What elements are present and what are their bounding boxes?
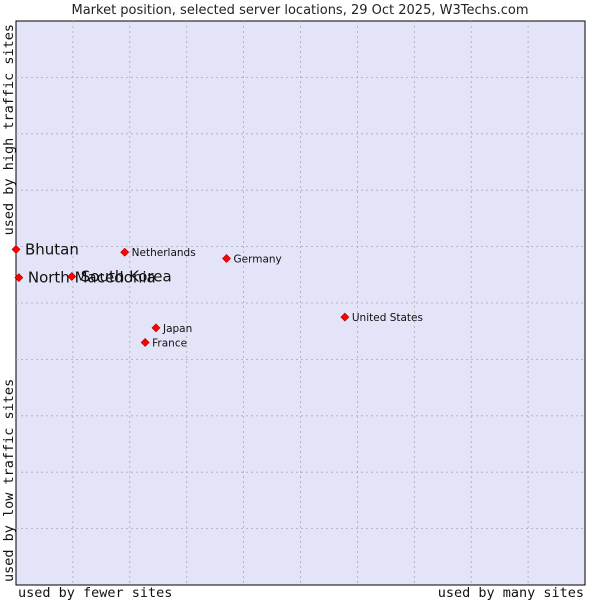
point-label-bhutan: Bhutan [25, 240, 79, 258]
point-label-germany: Germany [234, 253, 282, 265]
x-axis-label-left: used by fewer sites [18, 585, 172, 600]
point-label-united-states: United States [352, 312, 423, 324]
point-label-netherlands: Netherlands [132, 247, 196, 259]
grid-lines [16, 21, 585, 585]
point-france [140, 338, 150, 347]
point-north-macedonia [14, 273, 24, 283]
point-south-korea [67, 272, 77, 281]
chart-title: Market position, selected server locatio… [71, 3, 528, 18]
point-bhutan [11, 244, 21, 254]
point-label-south-korea: South Korea [81, 267, 172, 285]
point-label-france: France [152, 337, 187, 349]
point-netherlands [120, 247, 130, 257]
point-label-north-macedonia: North Macedonia [28, 269, 156, 287]
point-united-states [340, 312, 350, 322]
y-axis-label-bottom: used by low traffic sites [1, 379, 17, 582]
point-japan [151, 323, 161, 333]
y-axis-label-top: used by high traffic sites [1, 24, 17, 235]
point-label-japan: Japan [162, 323, 192, 335]
x-axis-label-right: used by many sites [438, 585, 584, 600]
point-germany [222, 254, 231, 263]
